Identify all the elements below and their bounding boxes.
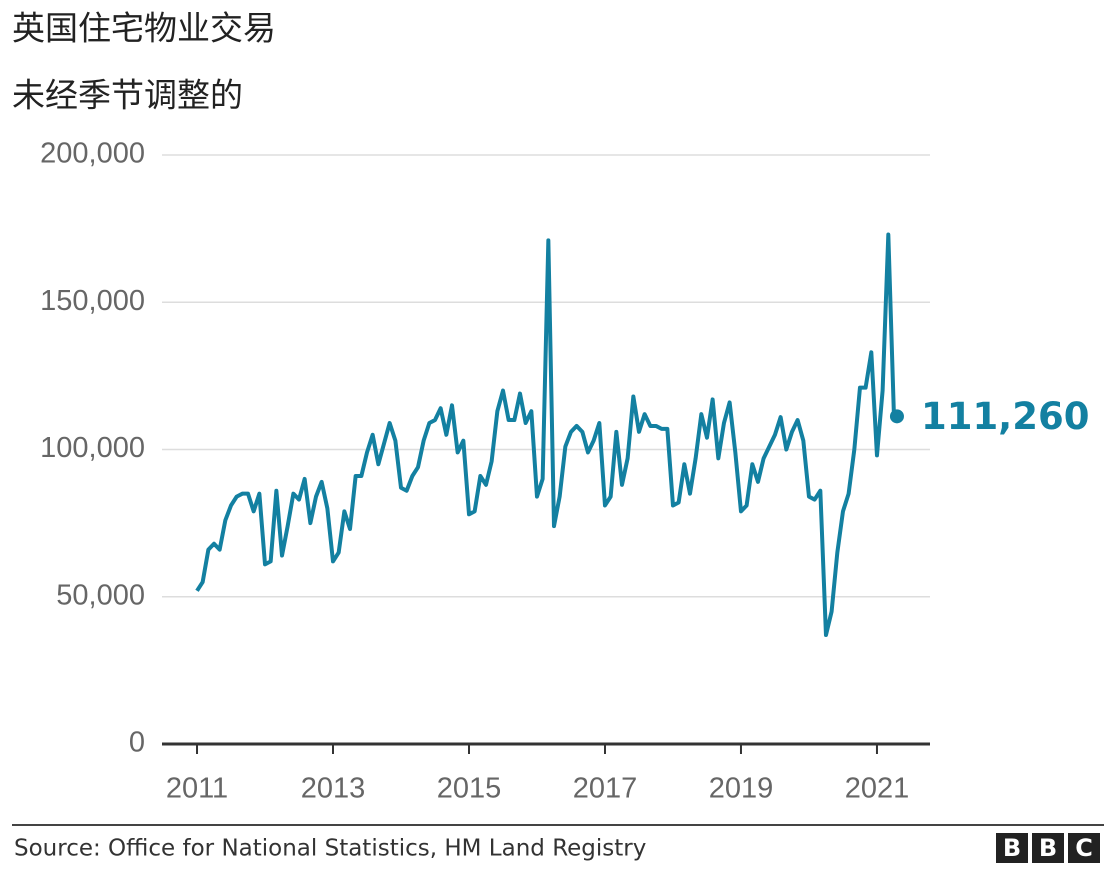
y-tick-label: 50,000 xyxy=(56,579,145,611)
x-tick-label: 2019 xyxy=(709,773,774,805)
x-tick-label: 2015 xyxy=(437,773,502,805)
y-tick-label: 150,000 xyxy=(40,285,145,317)
x-tick-label: 2017 xyxy=(573,773,638,805)
logo-box xyxy=(1068,833,1100,863)
x-tick-label: 2013 xyxy=(301,773,366,805)
value-label: 111,260 xyxy=(921,395,1090,438)
logo-letter: B xyxy=(1003,834,1021,862)
y-tick-label: 200,000 xyxy=(40,138,145,170)
chart-subtitle: 未经季节调整的 xyxy=(12,76,243,115)
y-tick-label: 100,000 xyxy=(40,432,145,464)
end-point xyxy=(889,409,904,424)
logo-box xyxy=(1032,833,1064,863)
line xyxy=(195,232,896,638)
logo-box xyxy=(996,833,1028,863)
chart-title: 英国住宅物业交易 xyxy=(12,9,276,48)
y-tick-label: 0 xyxy=(129,727,145,759)
x-tick-label: 2011 xyxy=(166,773,228,805)
x-tick-label: 2021 xyxy=(845,773,910,805)
logo-letter: B xyxy=(1039,834,1057,862)
logo-letter: C xyxy=(1075,834,1093,862)
source: Source: Office for National Statistics, … xyxy=(14,836,646,862)
